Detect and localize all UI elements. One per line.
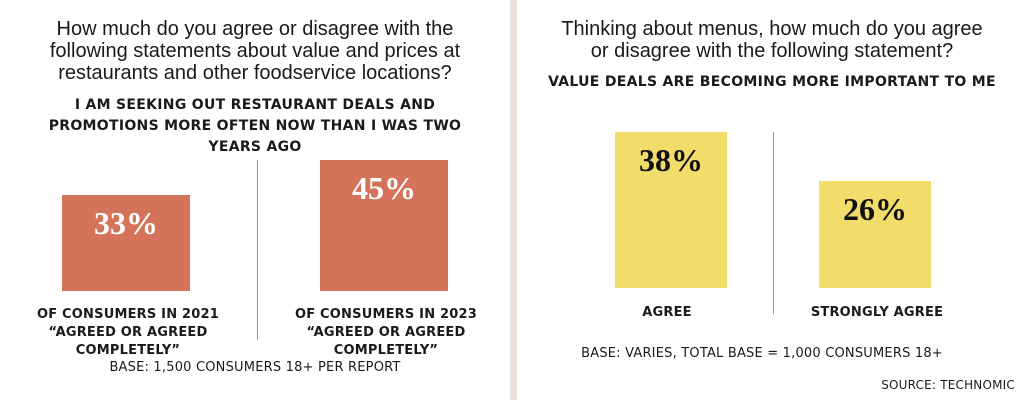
bar-2021: 33% (62, 195, 190, 291)
bar-strongly-agree: 26% (819, 181, 931, 288)
bar-agree-category-label: AGREE (642, 305, 692, 320)
bar-2021-category-label: OF CONSUMERS IN 2021 “AGREED OR AGREED C… (37, 307, 219, 358)
right-chart-question: Thinking about menus, how much do you ag… (561, 18, 983, 62)
source-note: SOURCE: TECHNOMIC (881, 378, 1015, 392)
right-bar-separator (773, 132, 774, 314)
left-bar-separator (257, 160, 258, 340)
left-chart-question: How much do you agree or disagree with t… (49, 18, 461, 84)
right-chart-panel: Thinking about menus, how much do you ag… (517, 0, 1027, 400)
right-chart-base-note: BASE: VARIES, TOTAL BASE = 1,000 CONSUME… (581, 346, 943, 361)
bar-2021-value-label: 33% (94, 205, 158, 241)
bar-2023: 45% (320, 160, 448, 291)
left-chart-statement: I AM SEEKING OUT RESTAURANT DEALS AND PR… (48, 97, 462, 155)
right-chart-statement: VALUE DEALS ARE BECOMING MORE IMPORTANT … (548, 74, 996, 90)
bar-agree-value-label: 38% (639, 142, 703, 178)
bar-strongly-agree-category-label: STRONGLY AGREE (810, 305, 944, 320)
left-chart-panel: How much do you agree or disagree with t… (0, 0, 510, 400)
bar-2023-value-label: 45% (352, 170, 416, 206)
left-chart-base-note: BASE: 1,500 CONSUMERS 18+ PER REPORT (109, 360, 401, 375)
bar-strongly-agree-value-label: 26% (843, 191, 907, 227)
panel-divider (510, 0, 517, 400)
bar-2023-category-label: OF CONSUMERS IN 2023 “AGREED OR AGREED C… (295, 307, 477, 358)
bar-agree: 38% (615, 132, 727, 288)
